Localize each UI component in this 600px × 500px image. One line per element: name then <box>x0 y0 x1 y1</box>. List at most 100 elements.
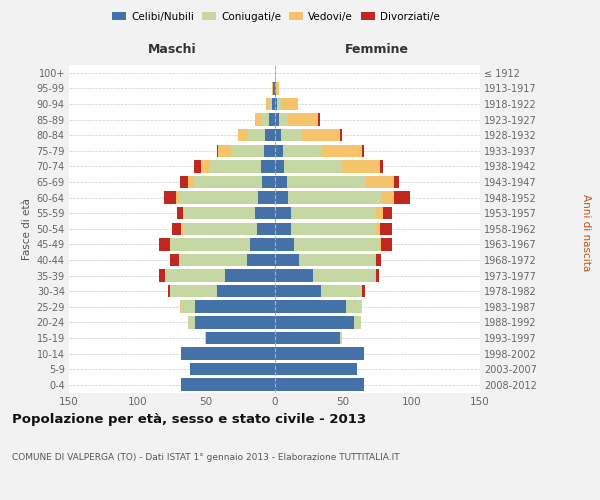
Bar <box>376 207 383 220</box>
Bar <box>275 207 291 220</box>
Bar <box>160 270 165 282</box>
Bar <box>176 192 179 204</box>
Bar <box>362 144 364 157</box>
Bar <box>374 270 376 282</box>
Bar <box>269 114 275 126</box>
Text: Popolazione per età, sesso e stato civile - 2013: Popolazione per età, sesso e stato civil… <box>12 412 366 426</box>
Bar <box>284 160 341 172</box>
Bar <box>170 285 217 298</box>
Bar <box>184 207 256 220</box>
Bar <box>256 114 262 126</box>
Bar <box>181 300 195 313</box>
Text: Femmine: Femmine <box>345 42 409 56</box>
Bar <box>275 363 356 376</box>
Bar <box>302 129 340 141</box>
Bar <box>177 207 183 220</box>
Bar <box>283 144 321 157</box>
Bar <box>275 238 293 250</box>
Bar <box>257 222 275 235</box>
Bar <box>321 144 362 157</box>
Text: COMUNE DI VALPERGA (TO) - Dati ISTAT 1° gennaio 2013 - Elaborazione TUTTITALIA.I: COMUNE DI VALPERGA (TO) - Dati ISTAT 1° … <box>12 452 400 462</box>
Bar <box>380 160 383 172</box>
Bar <box>288 114 319 126</box>
Bar <box>281 98 298 110</box>
Text: Anni di nascita: Anni di nascita <box>581 194 591 271</box>
Bar <box>273 82 275 94</box>
Bar <box>380 222 392 235</box>
Y-axis label: Fasce di età: Fasce di età <box>22 198 32 260</box>
Bar <box>340 332 341 344</box>
Bar <box>217 285 275 298</box>
Bar <box>275 114 278 126</box>
Bar <box>164 192 176 204</box>
Bar <box>275 222 291 235</box>
Bar <box>183 207 184 220</box>
Bar <box>250 238 275 250</box>
Bar <box>319 114 320 126</box>
Bar <box>281 129 302 141</box>
Bar <box>291 207 376 220</box>
Bar <box>275 316 354 328</box>
Bar <box>374 254 376 266</box>
Bar <box>287 176 366 188</box>
Bar <box>181 348 275 360</box>
Bar <box>379 238 382 250</box>
Bar <box>275 160 284 172</box>
Bar <box>247 254 275 266</box>
Bar <box>262 176 275 188</box>
Legend: Celibi/Nubili, Coniugati/e, Vedovi/e, Divorziati/e: Celibi/Nubili, Coniugati/e, Vedovi/e, Di… <box>108 8 444 26</box>
Bar <box>394 192 410 204</box>
Bar <box>275 144 283 157</box>
Bar <box>205 332 206 344</box>
Bar <box>179 192 258 204</box>
Bar <box>362 285 365 298</box>
Bar <box>266 98 271 110</box>
Bar <box>376 222 380 235</box>
Bar <box>188 176 194 188</box>
Bar <box>256 207 275 220</box>
Bar <box>275 82 276 94</box>
Bar <box>394 176 399 188</box>
Bar <box>346 300 362 313</box>
Bar <box>299 254 374 266</box>
Bar <box>275 348 364 360</box>
Bar <box>341 160 380 172</box>
Bar <box>265 129 275 141</box>
Bar <box>263 144 275 157</box>
Bar <box>190 363 275 376</box>
Bar <box>195 316 275 328</box>
Bar <box>288 192 382 204</box>
Bar <box>170 238 250 250</box>
Bar <box>206 332 275 344</box>
Bar <box>272 82 273 94</box>
Bar <box>181 378 275 391</box>
Bar <box>382 238 392 250</box>
Bar <box>248 129 265 141</box>
Bar <box>258 192 275 204</box>
Bar <box>366 176 394 188</box>
Bar <box>195 300 275 313</box>
Bar <box>188 316 195 328</box>
Bar <box>276 82 278 94</box>
Bar <box>238 129 248 141</box>
Bar <box>291 222 376 235</box>
Bar <box>275 192 288 204</box>
Bar <box>275 176 287 188</box>
Bar <box>278 114 288 126</box>
Bar <box>194 160 200 172</box>
Bar <box>272 98 275 110</box>
Bar <box>170 254 179 266</box>
Bar <box>180 176 188 188</box>
Bar <box>165 270 225 282</box>
Bar <box>376 270 379 282</box>
Bar <box>275 254 299 266</box>
Bar <box>271 98 272 110</box>
Bar <box>181 222 183 235</box>
Bar <box>275 285 321 298</box>
Bar <box>217 144 218 157</box>
Text: Maschi: Maschi <box>148 42 196 56</box>
Bar <box>321 285 362 298</box>
Bar <box>167 285 170 298</box>
Bar <box>200 160 209 172</box>
Bar <box>262 114 269 126</box>
